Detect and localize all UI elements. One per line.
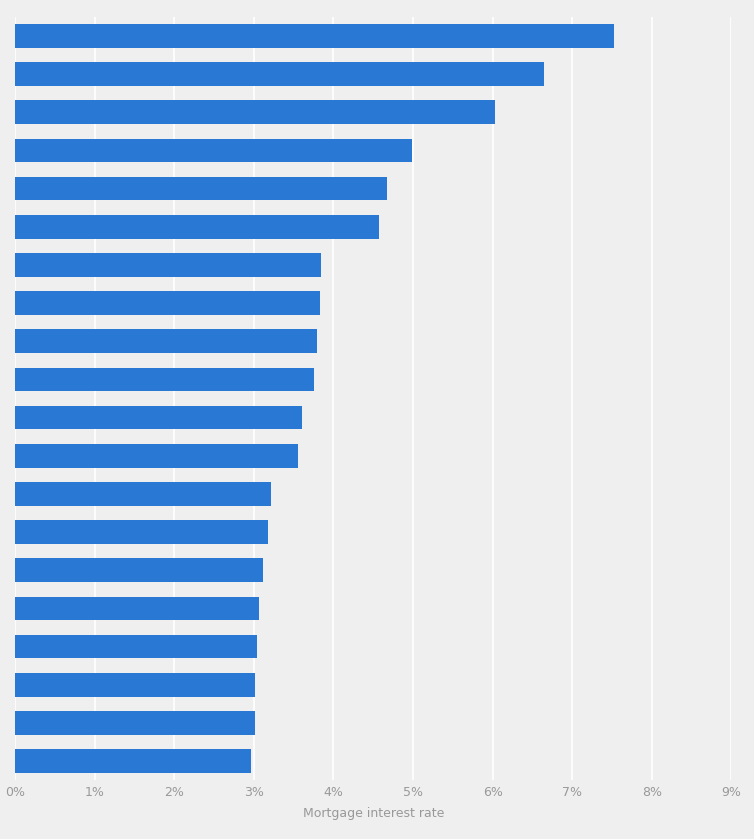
Bar [15,673,256,696]
Bar [15,520,268,544]
Bar [15,138,412,162]
Bar [15,291,320,315]
Bar [15,635,257,659]
X-axis label: Mortgage interest rate: Mortgage interest rate [302,807,444,821]
Bar [15,62,544,86]
Bar [15,749,250,773]
Bar [15,597,259,620]
Bar [15,215,379,238]
Bar [15,101,495,124]
Bar [15,177,387,201]
Bar [15,711,255,735]
Bar [15,444,299,467]
Bar [15,406,302,430]
Bar [15,24,614,48]
Bar [15,253,321,277]
Bar [15,367,314,391]
Bar [15,330,317,353]
Bar [15,482,271,506]
Bar [15,559,262,582]
